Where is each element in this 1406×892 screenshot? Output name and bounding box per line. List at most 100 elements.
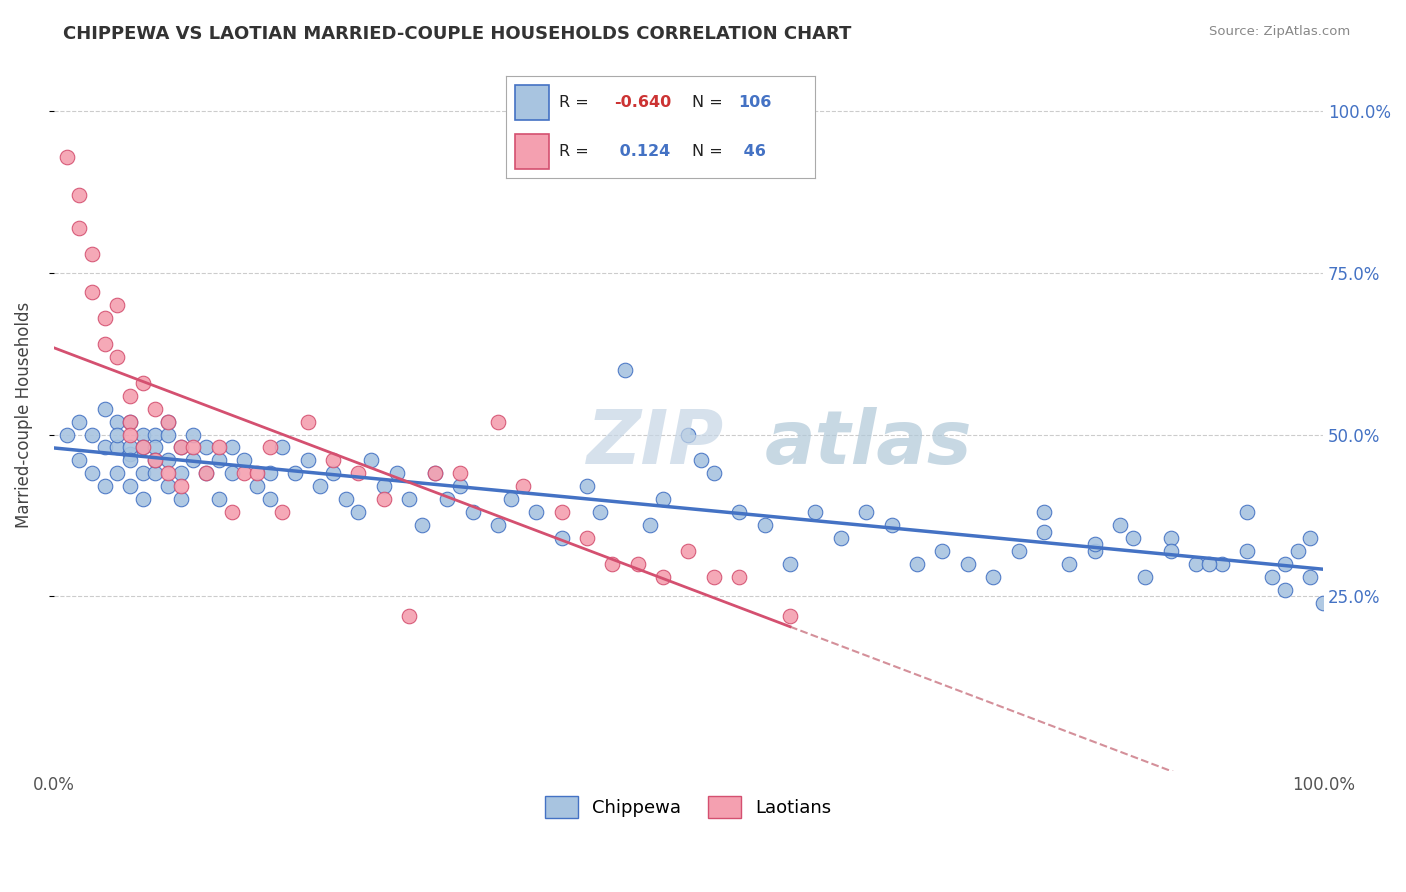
Point: [855, 505, 877, 519]
Point: [118, 447, 141, 461]
Point: [550, 531, 572, 545]
Point: [678, 544, 700, 558]
Point: [678, 427, 700, 442]
Point: [118, 415, 141, 429]
Point: [131, 427, 153, 442]
Point: [284, 467, 307, 481]
Bar: [516, 85, 550, 120]
Point: [1236, 505, 1258, 519]
Point: [1236, 544, 1258, 558]
Point: [652, 570, 675, 584]
Text: 0.124: 0.124: [614, 145, 671, 160]
Point: [80, 427, 103, 442]
Point: [575, 531, 598, 545]
Point: [233, 467, 256, 481]
Point: [335, 492, 357, 507]
Point: [259, 441, 281, 455]
Point: [170, 479, 193, 493]
Point: [1261, 570, 1284, 584]
Point: [67, 453, 90, 467]
Point: [145, 427, 167, 442]
Point: [347, 505, 370, 519]
Point: [221, 441, 243, 455]
Point: [524, 505, 547, 519]
Point: [297, 453, 319, 467]
Point: [157, 427, 180, 442]
Point: [1299, 570, 1322, 584]
Point: [1084, 544, 1107, 558]
Point: [436, 492, 458, 507]
Text: R =: R =: [558, 95, 589, 110]
Point: [703, 570, 725, 584]
Point: [183, 453, 205, 467]
Point: [93, 441, 115, 455]
Point: [131, 467, 153, 481]
Point: [208, 441, 231, 455]
Point: [67, 220, 90, 235]
Point: [170, 441, 193, 455]
Point: [55, 150, 77, 164]
Point: [512, 479, 534, 493]
Point: [981, 570, 1004, 584]
Point: [486, 518, 509, 533]
Point: [208, 453, 231, 467]
Point: [1084, 537, 1107, 551]
Point: [423, 467, 446, 481]
Point: [80, 467, 103, 481]
Point: [1007, 544, 1029, 558]
Point: [652, 492, 675, 507]
Point: [145, 453, 167, 467]
Point: [830, 531, 852, 545]
Point: [67, 415, 90, 429]
Point: [309, 479, 332, 493]
Point: [170, 492, 193, 507]
Text: N =: N =: [692, 95, 723, 110]
Point: [728, 570, 751, 584]
Point: [233, 453, 256, 467]
Point: [1032, 505, 1054, 519]
Point: [1059, 557, 1081, 571]
Point: [118, 415, 141, 429]
Point: [170, 441, 193, 455]
Point: [93, 337, 115, 351]
Text: -0.640: -0.640: [614, 95, 672, 110]
Point: [118, 389, 141, 403]
Point: [131, 441, 153, 455]
Point: [183, 441, 205, 455]
Point: [145, 453, 167, 467]
Point: [67, 188, 90, 202]
Point: [423, 467, 446, 481]
Point: [1122, 531, 1144, 545]
Point: [118, 453, 141, 467]
Point: [93, 479, 115, 493]
Point: [221, 505, 243, 519]
Point: [779, 608, 801, 623]
Text: atlas: atlas: [765, 407, 972, 480]
Point: [157, 415, 180, 429]
Point: [131, 376, 153, 390]
Point: [1185, 557, 1208, 571]
Text: N =: N =: [692, 145, 723, 160]
Point: [93, 401, 115, 416]
Text: 106: 106: [738, 95, 772, 110]
Point: [486, 415, 509, 429]
Point: [398, 492, 420, 507]
Point: [905, 557, 928, 571]
Point: [157, 453, 180, 467]
Text: ZIP: ZIP: [586, 407, 724, 480]
Point: [80, 246, 103, 260]
Point: [1032, 524, 1054, 539]
Point: [208, 492, 231, 507]
Point: [195, 441, 218, 455]
Point: [145, 401, 167, 416]
Legend: Chippewa, Laotians: Chippewa, Laotians: [538, 789, 839, 826]
Point: [449, 467, 471, 481]
Text: 46: 46: [738, 145, 766, 160]
Point: [461, 505, 484, 519]
Point: [105, 298, 128, 312]
Point: [690, 453, 713, 467]
Point: [411, 518, 433, 533]
Point: [1274, 582, 1296, 597]
Point: [1160, 531, 1182, 545]
Point: [779, 557, 801, 571]
